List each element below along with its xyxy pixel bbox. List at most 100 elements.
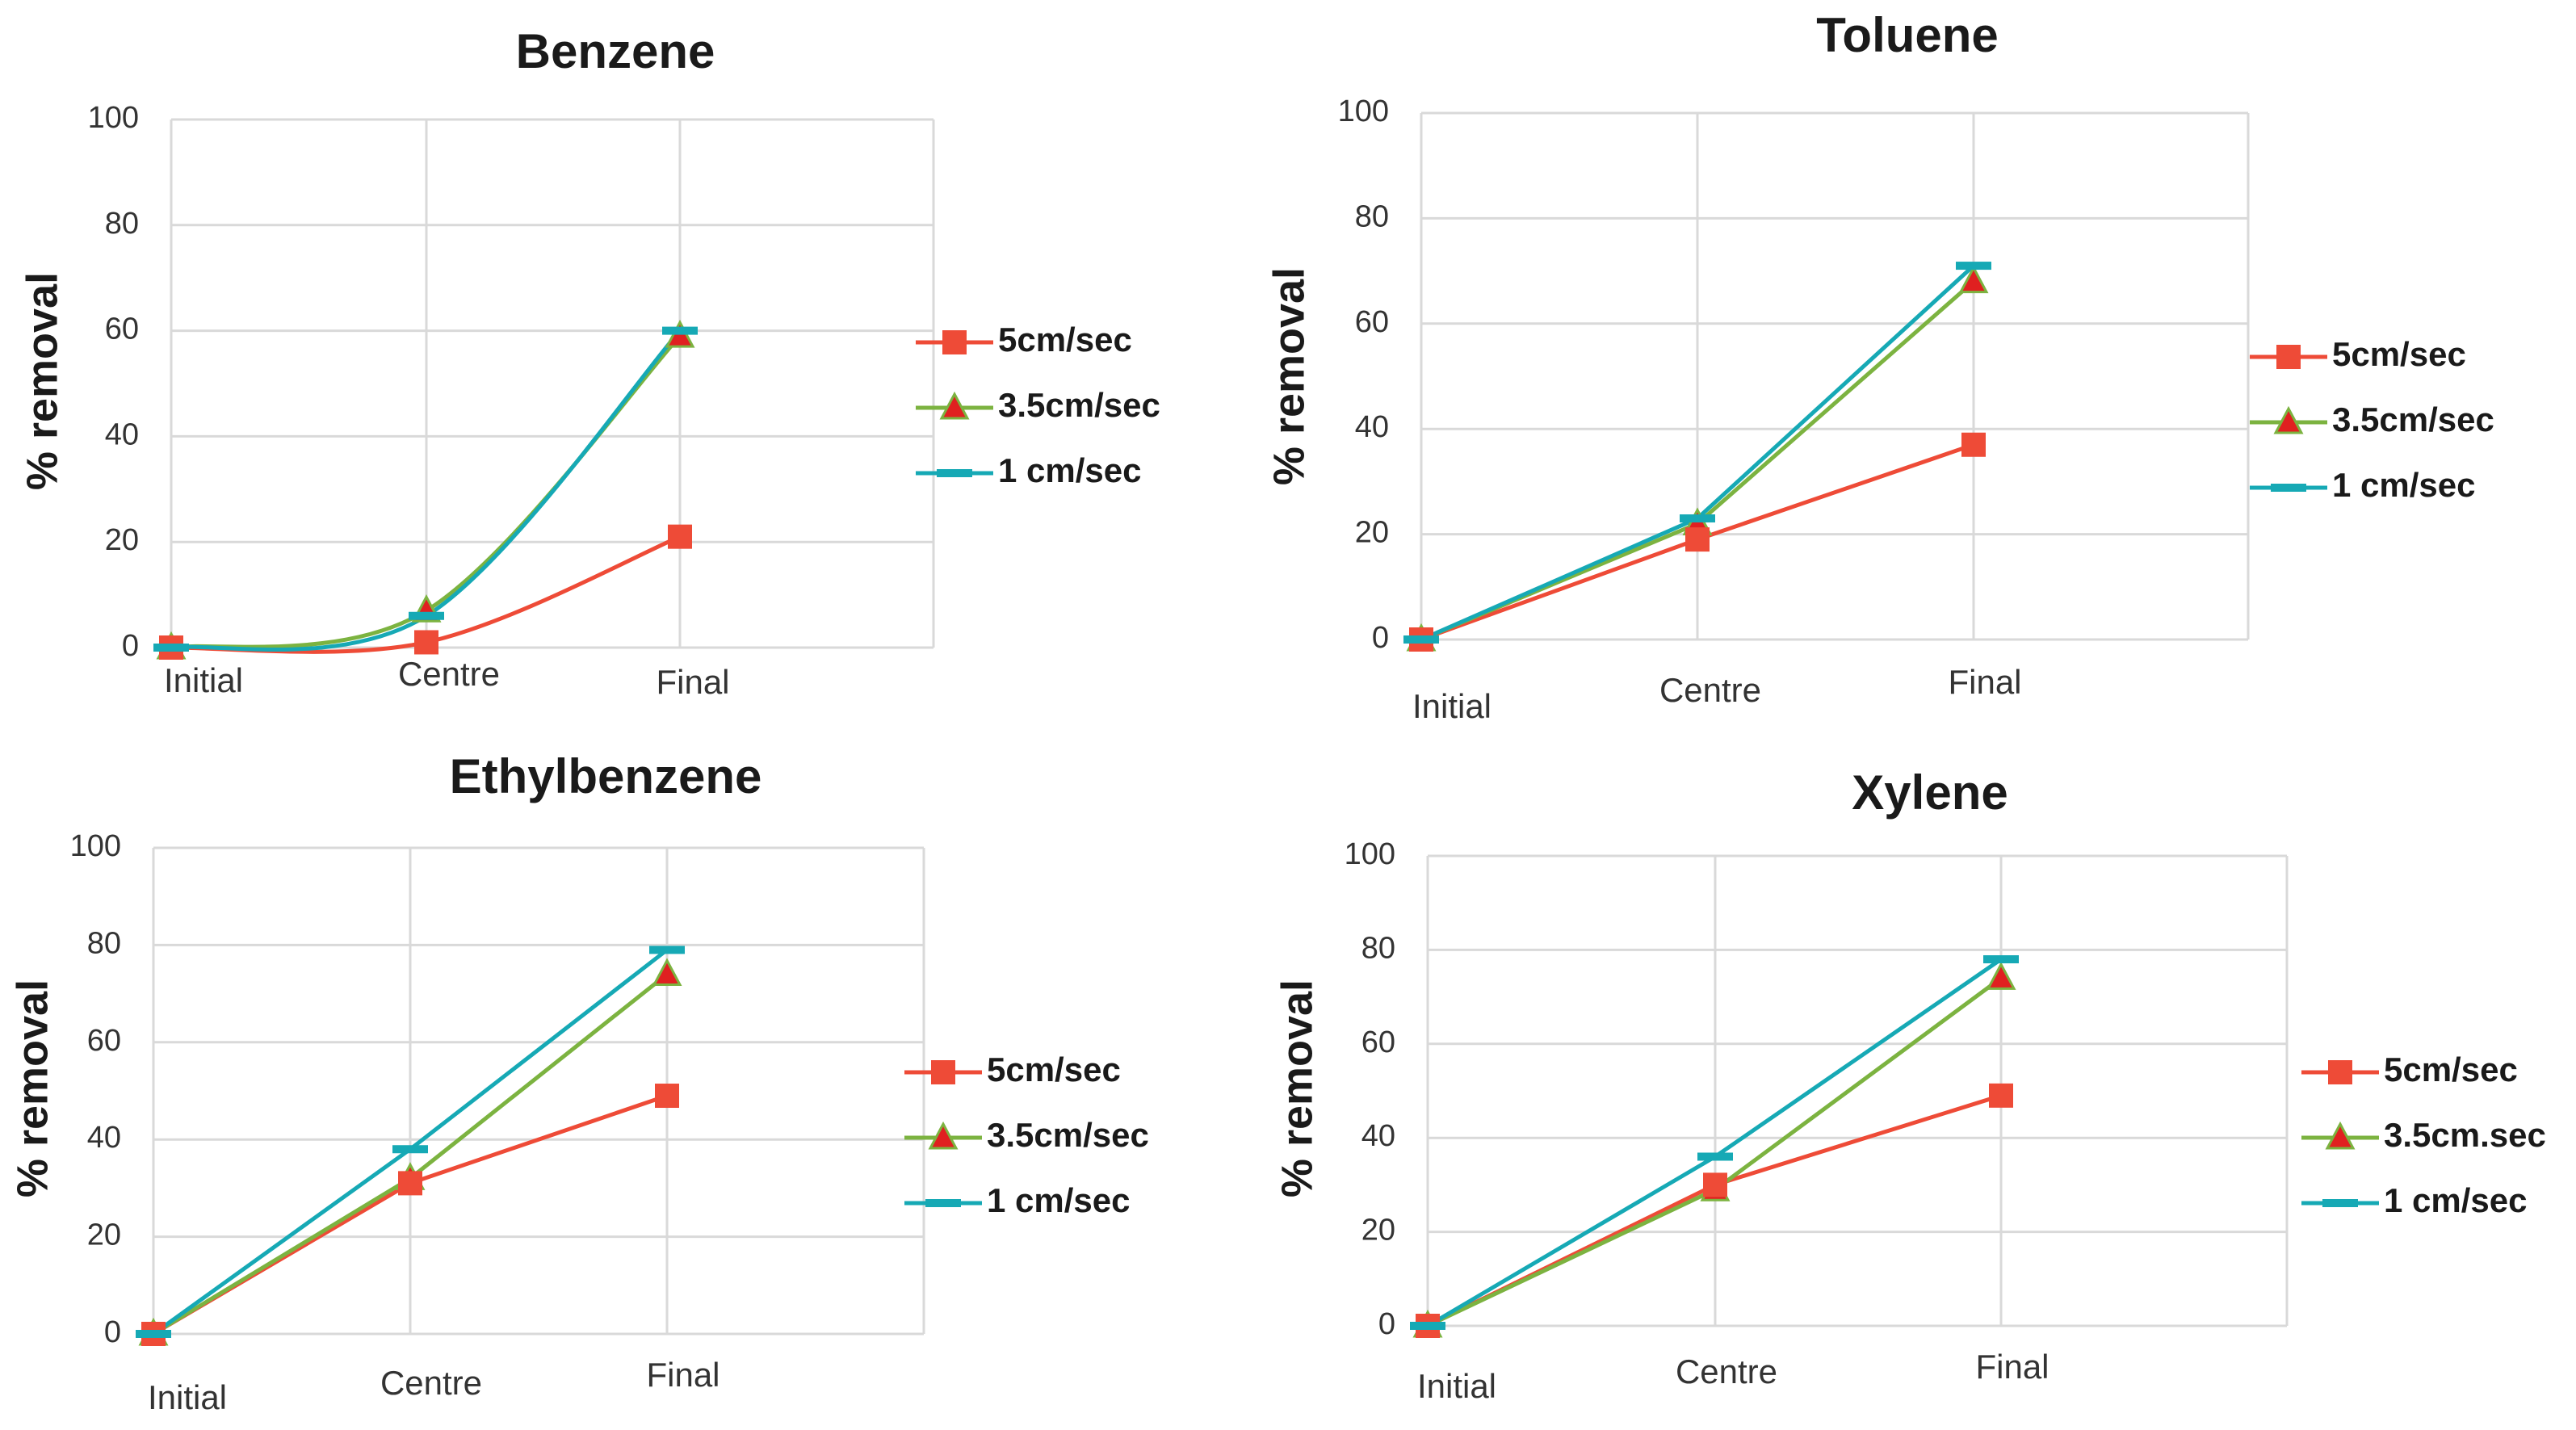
x-category-label: Centre (398, 655, 500, 693)
y-tick-label: 60 (105, 312, 139, 346)
square-marker (398, 1171, 422, 1196)
y-tick-label: 20 (87, 1218, 121, 1252)
dash-marker (2271, 484, 2306, 492)
y-tick-label: 80 (1361, 931, 1395, 965)
x-category-label: Final (656, 663, 729, 701)
square-marker (931, 1060, 955, 1084)
legend-entry: 3.5cm.sec (2301, 1116, 2546, 1154)
dash-marker (662, 326, 698, 335)
dash-marker (409, 611, 444, 620)
y-tick-label: 40 (1361, 1119, 1395, 1153)
y-axis-title: % removal (1265, 267, 1313, 485)
legend-entry: 1 cm/sec (904, 1181, 1130, 1219)
dash-marker (1403, 635, 1439, 644)
triangle-marker (1958, 265, 1989, 294)
y-axis-title: % removal (8, 979, 57, 1197)
x-category-label: Initial (164, 661, 243, 699)
legend-label: 3.5cm/sec (998, 386, 1160, 424)
y-tick-label: 0 (1378, 1307, 1395, 1341)
legend-label: 3.5cm.sec (2384, 1116, 2546, 1154)
y-tick-label: 100 (88, 101, 139, 135)
square-marker (1685, 527, 1710, 552)
dash-marker (1983, 955, 2019, 964)
triangle-marker (928, 1121, 959, 1150)
dash-marker (153, 644, 189, 652)
y-tick-label: 40 (1355, 410, 1389, 444)
legend-label: 3.5cm/sec (987, 1116, 1149, 1154)
square-marker (414, 630, 438, 655)
legend-entry: 5cm/sec (2301, 1050, 2518, 1088)
y-tick-label: 100 (70, 829, 121, 863)
y-tick-label: 80 (87, 926, 121, 960)
square-marker (668, 524, 692, 549)
dash-marker (1680, 514, 1715, 523)
y-tick-label: 100 (1345, 837, 1395, 871)
y-tick-label: 80 (105, 207, 139, 241)
y-tick-label: 20 (1355, 516, 1389, 550)
legend-label: 3.5cm/sec (2332, 400, 2494, 438)
y-tick-label: 60 (1355, 305, 1389, 339)
square-marker (2276, 345, 2301, 369)
x-category-label: Centre (380, 1364, 482, 1402)
dash-marker (392, 1145, 428, 1154)
legend-label: 5cm/sec (998, 321, 1132, 359)
x-category-label: Final (646, 1356, 720, 1394)
legend-entry: 5cm/sec (2250, 335, 2466, 373)
legend-entry: 5cm/sec (916, 321, 1132, 359)
y-tick-label: 60 (87, 1024, 121, 1058)
dash-marker (925, 1199, 961, 1207)
y-tick-label: 60 (1361, 1025, 1395, 1059)
square-marker (1703, 1172, 1727, 1197)
triangle-marker (652, 958, 682, 987)
triangle-marker (939, 391, 970, 420)
legend-entry: 3.5cm/sec (904, 1116, 1149, 1154)
chart-title: Toluene (1816, 8, 1999, 62)
dash-marker (937, 469, 972, 477)
toluene-chart-panel: Toluene 0 20 40 60 80 100 Initial Centre Final % r… (1265, 8, 2494, 725)
y-tick-label: 0 (122, 629, 139, 663)
legend-entry: 1 cm/sec (2250, 466, 2475, 504)
y-axis-title: % removal (1273, 979, 1321, 1197)
x-category-label: Initial (1412, 687, 1491, 725)
square-marker (655, 1084, 679, 1109)
legend-entry: 1 cm/sec (2301, 1181, 2527, 1219)
y-tick-label: 0 (1372, 621, 1389, 655)
xylene-chart-panel: Xylene 0 20 40 60 80 100 Initial Centre Final % re… (1273, 765, 2546, 1405)
y-tick-label: 20 (1361, 1214, 1395, 1248)
square-marker (1961, 432, 1986, 457)
benzene-chart-panel: Benzene 0 20 40 60 80 100 Initial Centre Final % r… (18, 24, 1160, 701)
chart-title: Ethylbenzene (450, 749, 762, 803)
x-category-label: Centre (1676, 1352, 1777, 1390)
square-marker (2328, 1060, 2352, 1084)
dash-marker (136, 1330, 171, 1338)
dash-marker (1697, 1152, 1733, 1161)
square-marker (1989, 1083, 2013, 1108)
legend-label: 1 cm/sec (998, 451, 1141, 489)
legend-entry: 1 cm/sec (916, 451, 1141, 489)
triangle-marker (1986, 962, 2016, 990)
legend-entry: 3.5cm/sec (2250, 400, 2494, 438)
legend-entry: 5cm/sec (904, 1050, 1121, 1088)
x-category-label: Centre (1659, 671, 1761, 709)
dash-marker (1956, 262, 1991, 270)
x-category-label: Initial (1417, 1367, 1496, 1405)
triangle-marker (2273, 405, 2304, 434)
y-axis-title: % removal (18, 272, 66, 490)
y-tick-label: 80 (1355, 199, 1389, 233)
ethylbenzene-chart-panel: Ethylbenzene 0 20 40 60 80 100 Initial Centre Fin… (8, 749, 1149, 1416)
legend-label: 5cm/sec (2332, 335, 2466, 373)
legend-label: 1 cm/sec (2384, 1181, 2527, 1219)
legend-label: 5cm/sec (2384, 1050, 2518, 1088)
x-category-label: Final (1948, 663, 2021, 701)
y-tick-label: 40 (105, 417, 139, 451)
legend-entry: 3.5cm/sec (916, 386, 1160, 424)
y-tick-label: 100 (1338, 94, 1389, 128)
dash-marker (649, 946, 685, 954)
dash-marker (1410, 1322, 1445, 1330)
triangle-marker (2325, 1121, 2356, 1150)
chart-title: Benzene (516, 24, 715, 78)
dash-marker (2322, 1199, 2358, 1207)
y-tick-label: 40 (87, 1121, 121, 1155)
x-category-label: Initial (148, 1378, 227, 1416)
